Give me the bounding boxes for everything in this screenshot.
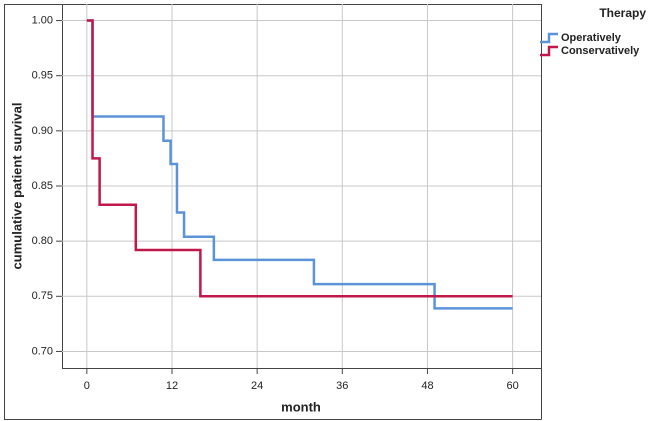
survival-line xyxy=(86,19,513,310)
x-tick-label: 0 xyxy=(84,380,90,392)
y-tick-label: 0.70 xyxy=(32,345,53,357)
y-tick-label: 0.95 xyxy=(32,70,53,82)
x-tick-label: 24 xyxy=(251,380,263,392)
x-tick-label: 12 xyxy=(166,380,178,392)
y-axis-label: cumulative patient survival xyxy=(9,103,24,270)
survival-line xyxy=(86,19,513,298)
y-tick-label: 0.85 xyxy=(32,180,53,192)
y-tick-label: 0.75 xyxy=(32,290,53,302)
x-axis-label: month xyxy=(281,399,321,414)
legend-swatch xyxy=(540,32,558,44)
x-tick-label: 48 xyxy=(421,380,433,392)
legend-label: Operatively xyxy=(561,32,622,44)
y-tick-label: 0.80 xyxy=(32,235,53,247)
legend-title: Therapy xyxy=(599,6,646,20)
y-tick-label: 0.90 xyxy=(32,125,53,137)
x-tick-label: 36 xyxy=(336,380,348,392)
frame xyxy=(4,4,542,420)
y-tick-label: 1.00 xyxy=(32,14,53,26)
x-tick-label: 60 xyxy=(506,380,518,392)
legend-swatch xyxy=(540,45,558,57)
legend-label: Conservatively xyxy=(561,45,640,57)
